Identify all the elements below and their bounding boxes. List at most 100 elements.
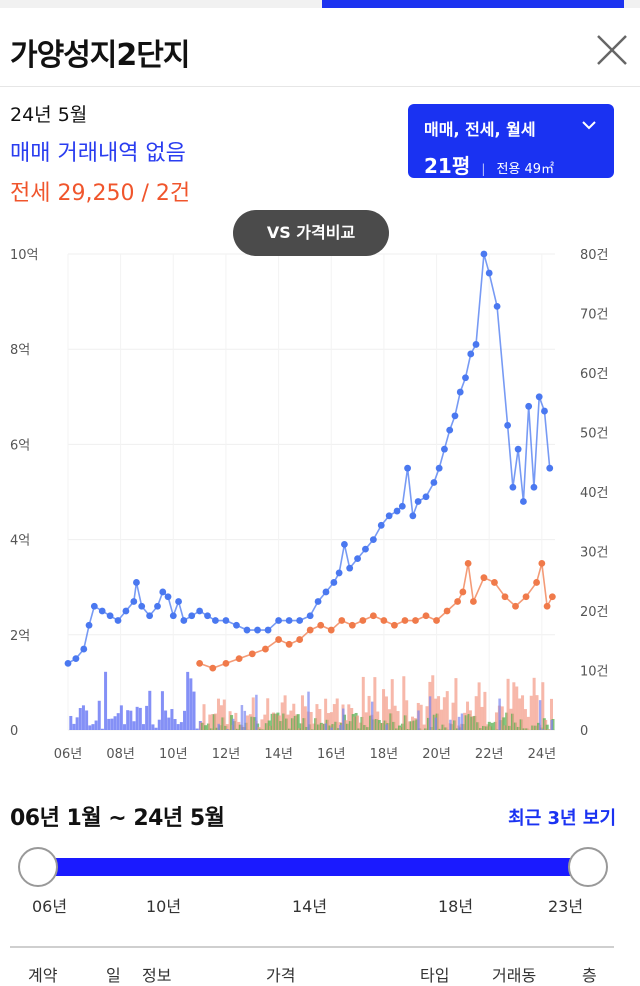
data-point [146, 612, 153, 619]
data-point [86, 622, 93, 629]
volume-bar [244, 711, 247, 730]
data-point [459, 589, 466, 596]
x-tick-label: 12년 [212, 747, 241, 762]
volume-bar [232, 719, 235, 730]
data-point [431, 479, 438, 486]
volume-bar [180, 722, 183, 730]
data-point [457, 389, 464, 396]
data-point [65, 660, 72, 667]
data-point [138, 603, 145, 610]
slider-handle-end[interactable] [568, 847, 608, 887]
volume-bar [114, 716, 117, 730]
data-point [359, 617, 366, 624]
data-point [415, 498, 422, 505]
volume-bar [155, 728, 158, 730]
volume-bar [307, 692, 310, 730]
volume-bar [325, 723, 328, 730]
data-point [533, 579, 540, 586]
data-point [423, 493, 430, 500]
period-range: 06년 1월 ~ 24년 5월 [10, 800, 224, 832]
data-point [80, 646, 87, 653]
chevron-down-icon [582, 120, 596, 130]
volume-bar [85, 710, 88, 730]
header: 가양성지2단지 [0, 8, 640, 87]
right-tick-label: 0 [580, 724, 588, 739]
volume-bar [336, 698, 339, 730]
data-point [180, 617, 187, 624]
col-contract: 계약 [28, 962, 57, 986]
right-tick-label: 10건 [580, 665, 609, 680]
volume-bar [148, 691, 151, 730]
data-point [330, 579, 337, 586]
data-point [107, 612, 114, 619]
data-point [454, 598, 461, 605]
x-tick-label: 16년 [317, 747, 346, 762]
slider-label: 18년 [438, 893, 473, 917]
volume-bar [297, 714, 300, 730]
slider-label: 10년 [146, 893, 181, 917]
volume-bar [123, 724, 126, 730]
col-type: 타입 [420, 962, 449, 986]
volume-bar [226, 729, 229, 730]
volume-bar [158, 720, 161, 730]
data-point [380, 617, 387, 624]
close-button[interactable] [592, 30, 632, 70]
trade-type-selector[interactable]: 매매, 전세, 월세 21평 | 전용 49㎡ [408, 104, 614, 178]
active-tab-indicator [322, 0, 624, 8]
volume-bar [530, 696, 533, 730]
volume-bar [241, 705, 244, 730]
volume-bar [136, 707, 139, 730]
volume-bar [145, 706, 148, 730]
volume-bar [88, 725, 91, 730]
volume-bar [186, 672, 189, 730]
price-chart: 10억8억6억4억2억080건70건60건50건40건30건20건10건006년… [0, 240, 640, 780]
period-slider-track[interactable] [38, 858, 588, 876]
data-point [336, 570, 343, 577]
data-point [286, 641, 293, 648]
data-point [486, 270, 493, 277]
data-point [465, 560, 472, 567]
data-point [404, 465, 411, 472]
col-price: 가격 [266, 962, 295, 986]
col-floor: 층 [582, 962, 597, 986]
volume-bar [95, 721, 98, 730]
data-point [444, 608, 451, 615]
data-point [549, 593, 556, 600]
volume-bar [342, 709, 345, 730]
volume-bar [491, 723, 494, 730]
data-point [409, 512, 416, 519]
volume-bar [234, 713, 237, 730]
volume-bar [454, 678, 457, 730]
recent-3-years-link[interactable]: 최근 3년 보기 [508, 804, 616, 830]
volume-bar [461, 713, 464, 730]
data-point [341, 541, 348, 548]
compare-button[interactable]: VS 가격비교 [233, 210, 389, 256]
volume-bar [151, 724, 154, 730]
slider-handle-start[interactable] [18, 847, 58, 887]
volume-bar [91, 724, 94, 730]
volume-bar [226, 724, 229, 730]
data-point [436, 465, 443, 472]
volume-bar [498, 699, 501, 730]
volume-bar [246, 715, 249, 730]
data-point [154, 603, 161, 610]
x-tick-label: 22년 [475, 747, 504, 762]
volume-bar [330, 728, 333, 730]
volume-bar [101, 729, 104, 730]
data-point [378, 522, 385, 529]
summary-jeonse: 전세 29,250 / 2건 [10, 175, 190, 207]
data-point [354, 555, 361, 562]
right-tick-label: 20건 [580, 605, 609, 620]
volume-bar [167, 718, 170, 730]
summary-panel: 24년 5월 매매 거래내역 없음 전세 29,250 / 2건 [10, 100, 190, 207]
data-point [544, 603, 551, 610]
data-point [470, 598, 477, 605]
data-point [72, 655, 79, 662]
data-point [236, 655, 243, 662]
volume-bar [420, 705, 423, 730]
volume-bar [76, 717, 79, 730]
data-point [130, 598, 137, 605]
data-point [402, 617, 409, 624]
data-point [233, 622, 240, 629]
data-point [441, 446, 448, 453]
